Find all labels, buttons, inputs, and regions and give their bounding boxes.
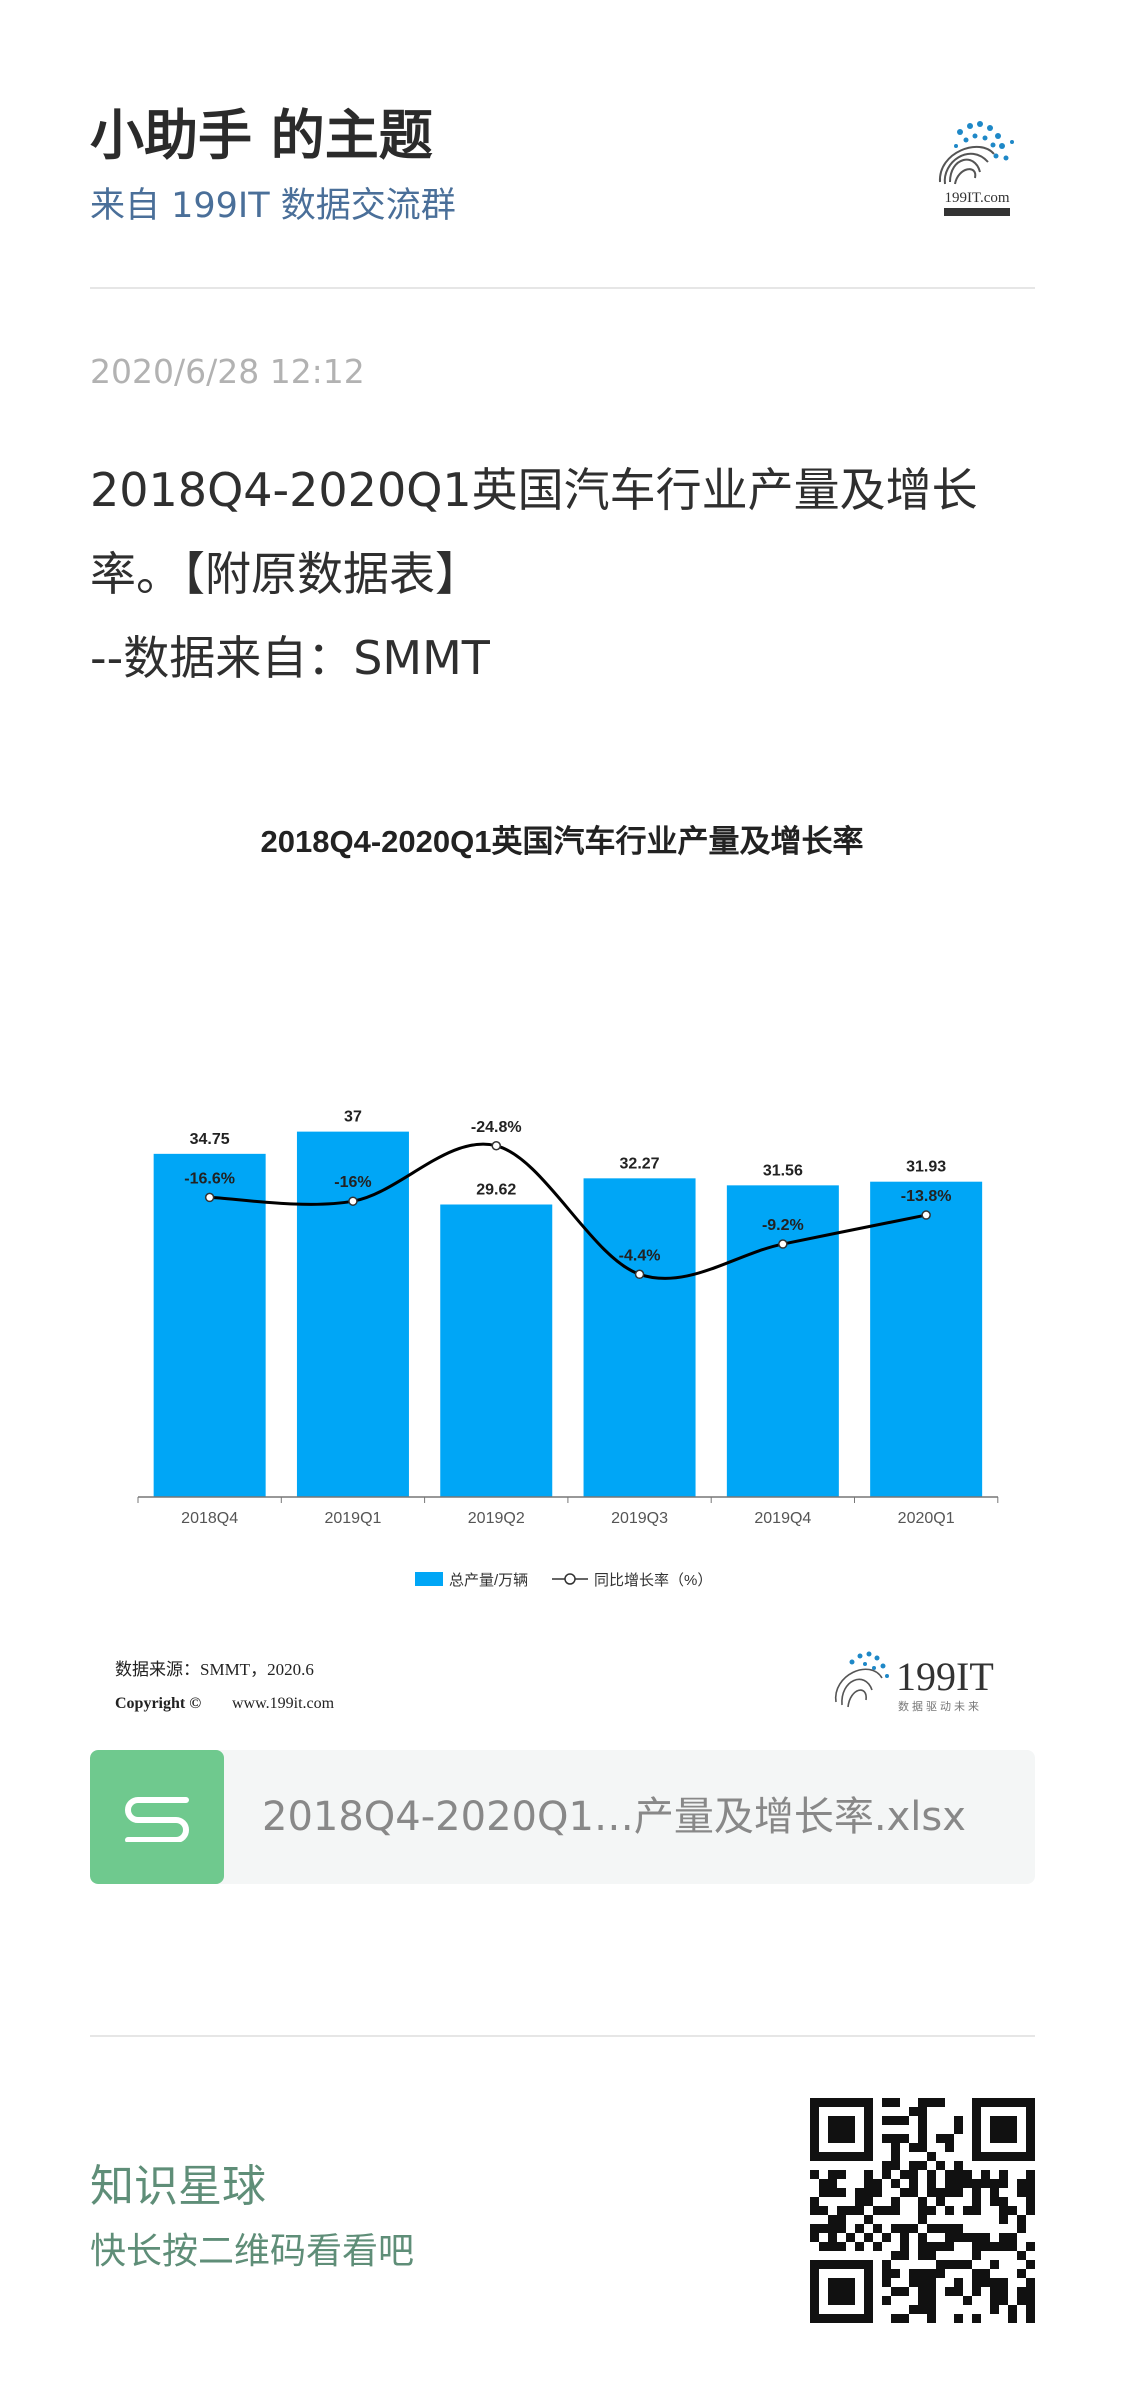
chart-source: 数据来源：SMMT，2020.6: [115, 1660, 314, 1679]
chart-brand: 199IT: [896, 1654, 994, 1699]
group-source[interactable]: 来自 199IT 数据交流群: [90, 186, 456, 226]
bar-2020Q1: [870, 1181, 983, 1497]
x-tick-label-2019Q2: 2019Q2: [468, 1510, 525, 1527]
qr-code-icon[interactable]: [810, 2098, 1035, 2323]
chart-legend: 总产量/万辆 同比增长率（%）: [415, 1572, 712, 1589]
bar-label-2019Q3: 32.27: [620, 1155, 660, 1172]
growth-point-2019Q3: [634, 1269, 645, 1280]
x-tick-label-2018Q4: 2018Q4: [181, 1510, 238, 1527]
199it-brand-icon: [835, 1651, 889, 1708]
chart-title: 2018Q4-2020Q1英国汽车行业产量及增长率: [261, 824, 864, 859]
chart-image[interactable]: 2018Q4-2020Q1英国汽车行业产量及增长率 34.75 37 29.62 32…: [90, 790, 1035, 1730]
group-title: 小助手 的主题: [90, 104, 433, 167]
growth-point-2019Q1: [348, 1196, 358, 1206]
bar-2019Q1: [296, 1131, 409, 1497]
bar-2019Q2: [440, 1204, 553, 1497]
svg-text:199IT.com: 199IT.com: [944, 190, 1009, 206]
growth-line: [209, 1142, 927, 1280]
post-body: 2018Q4-2020Q1英国汽车行业产量及增长 率。【附原数据表】 --数据来…: [90, 448, 1045, 700]
growth-label-2019Q1: -16%: [334, 1174, 371, 1191]
growth-point-2019Q2: [491, 1141, 501, 1151]
spreadsheet-icon: [90, 1750, 224, 1884]
bar-label-2019Q1: 37: [344, 1109, 362, 1126]
growth-label-2019Q2: -24.8%: [471, 1119, 522, 1136]
growth-label-2018Q4: -16.6%: [184, 1170, 235, 1187]
growth-point-2019Q4: [778, 1239, 788, 1249]
group-header: 小助手 的主题 来自 199IT 数据交流群 199IT.com: [90, 100, 1035, 240]
bar-label-2019Q4: 31.56: [763, 1162, 803, 1179]
footer-title: 知识星球: [90, 2161, 266, 2212]
growth-label-2019Q4: -9.2%: [762, 1217, 804, 1234]
footer-divider: [90, 2035, 1035, 2037]
header-divider: [90, 287, 1035, 289]
post-line-3: --数据来自：SMMT: [90, 631, 490, 685]
legend-label-bar: 总产量/万辆: [449, 1572, 528, 1589]
bar-label-2018Q4: 34.75: [190, 1131, 230, 1148]
chart-brand-sub: 数据驱动未来: [898, 1699, 982, 1713]
file-attachment[interactable]: 2018Q4-2020Q1…产量及增长率.xlsx: [90, 1750, 1035, 1884]
chart-copyright-label: Copyright ©: [115, 1695, 201, 1712]
chart-copyright-site: www.199it.com: [232, 1695, 335, 1712]
bar-label-2020Q1: 31.93: [906, 1159, 946, 1176]
growth-point-2020Q1: [921, 1210, 931, 1220]
x-tick-label-2019Q1: 2019Q1: [324, 1510, 381, 1527]
file-name: 2018Q4-2020Q1…产量及增长率.xlsx: [262, 1794, 966, 1840]
legend-swatch-marker: [564, 1573, 576, 1585]
post-line-1: 2018Q4-2020Q1英国汽车行业产量及增长: [90, 463, 978, 517]
legend-swatch-bar: [415, 1572, 443, 1586]
growth-label-2019Q3: -4.4%: [619, 1247, 661, 1264]
growth-label-2020Q1: -13.8%: [901, 1188, 952, 1205]
bar-2018Q4: [153, 1153, 266, 1497]
chart-svg: 2018Q4-2020Q1英国汽车行业产量及增长率 34.75 37 29.62 32…: [115, 824, 999, 1713]
bar-label-2019Q2: 29.62: [476, 1182, 516, 1199]
199it-logo-icon: 199IT.com: [938, 121, 1014, 216]
x-tick-label-2019Q3: 2019Q3: [611, 1510, 668, 1527]
legend-label-line: 同比增长率（%）: [594, 1572, 712, 1589]
x-tick-label-2019Q4: 2019Q4: [754, 1510, 811, 1527]
x-tick-label-2020Q1: 2020Q1: [898, 1510, 955, 1527]
growth-point-2018Q4: [204, 1192, 215, 1203]
post-line-2: 率。【附原数据表】: [90, 547, 481, 601]
bar-2019Q3: [583, 1178, 696, 1497]
post-timestamp: 2020/6/28 12:12: [90, 352, 365, 391]
footer-subtitle: 快长按二维码看看吧: [90, 2231, 415, 2272]
